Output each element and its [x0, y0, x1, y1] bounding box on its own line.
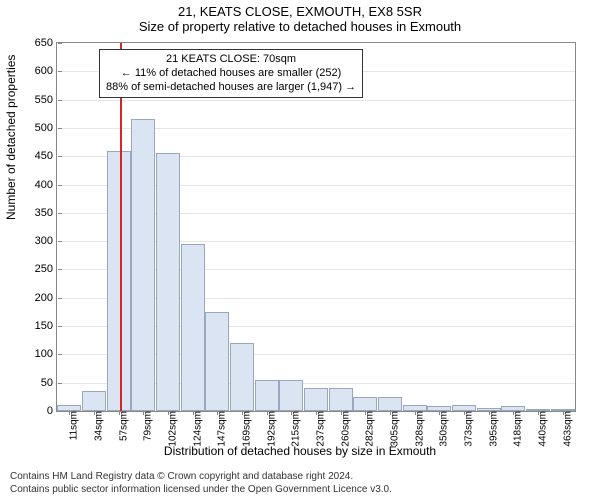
x-tick-label: 124sqm — [190, 411, 203, 447]
histogram-bar — [156, 153, 180, 411]
annotation-line2: ← 11% of detached houses are smaller (25… — [106, 67, 356, 81]
histogram-bar — [378, 397, 402, 411]
gridline — [57, 100, 575, 101]
y-tick-label: 0 — [47, 405, 57, 417]
histogram-bar — [131, 119, 155, 411]
x-tick-label: 237sqm — [314, 411, 327, 447]
x-tick-label: 11sqm — [67, 411, 80, 440]
x-tick-label: 328sqm — [412, 411, 425, 447]
histogram-bar — [279, 380, 303, 411]
y-tick-label: 500 — [35, 122, 57, 134]
x-tick-label: 418sqm — [511, 411, 524, 447]
footer-attribution: Contains HM Land Registry data © Crown c… — [10, 471, 392, 496]
x-tick-label: 260sqm — [338, 411, 351, 447]
histogram-bar — [304, 388, 328, 411]
x-tick-label: 102sqm — [166, 411, 179, 447]
x-tick-label: 79sqm — [141, 411, 154, 441]
x-tick-label: 215sqm — [289, 411, 302, 447]
y-axis-label: Number of detached properties — [4, 55, 18, 220]
histogram-bar — [230, 343, 254, 411]
histogram-bar — [82, 391, 106, 411]
histogram-bar — [255, 380, 279, 411]
x-tick-label: 440sqm — [536, 411, 549, 447]
footer-line1: Contains HM Land Registry data © Crown c… — [10, 471, 392, 484]
page-title-line1: 21, KEATS CLOSE, EXMOUTH, EX8 5SR — [0, 0, 600, 19]
histogram-bar — [181, 244, 205, 411]
y-tick-label: 550 — [35, 94, 57, 106]
page-title-line2: Size of property relative to detached ho… — [0, 19, 600, 36]
x-tick-label: 463sqm — [560, 411, 573, 447]
y-tick-label: 250 — [35, 263, 57, 275]
y-tick-label: 300 — [35, 235, 57, 247]
x-tick-label: 57sqm — [116, 411, 129, 441]
annotation-box: 21 KEATS CLOSE: 70sqm ← 11% of detached … — [99, 49, 363, 98]
y-tick-label: 600 — [35, 65, 57, 77]
x-axis-label: Distribution of detached houses by size … — [0, 444, 600, 458]
x-tick-label: 169sqm — [240, 411, 253, 447]
x-tick-label: 305sqm — [388, 411, 401, 447]
x-tick-label: 373sqm — [462, 411, 475, 447]
y-tick-label: 150 — [35, 320, 57, 332]
y-tick-label: 450 — [35, 150, 57, 162]
histogram-chart: 0501001502002503003504004505005506006501… — [56, 42, 576, 412]
x-tick-label: 350sqm — [437, 411, 450, 447]
y-tick-label: 100 — [35, 348, 57, 360]
x-tick-label: 34sqm — [92, 411, 105, 441]
y-tick-label: 50 — [41, 377, 57, 389]
annotation-line1: 21 KEATS CLOSE: 70sqm — [106, 53, 356, 67]
histogram-bar — [205, 312, 229, 411]
annotation-line3: 88% of semi-detached houses are larger (… — [106, 81, 356, 95]
footer-line2: Contains public sector information licen… — [10, 484, 392, 497]
y-tick-label: 650 — [35, 37, 57, 49]
histogram-bar — [353, 397, 377, 411]
y-tick-label: 350 — [35, 207, 57, 219]
x-tick-label: 395sqm — [486, 411, 499, 447]
x-tick-label: 282sqm — [363, 411, 376, 447]
y-tick-label: 400 — [35, 179, 57, 191]
x-tick-label: 192sqm — [264, 411, 277, 447]
histogram-bar — [329, 388, 353, 411]
x-tick-label: 147sqm — [215, 411, 228, 447]
y-tick-label: 200 — [35, 292, 57, 304]
